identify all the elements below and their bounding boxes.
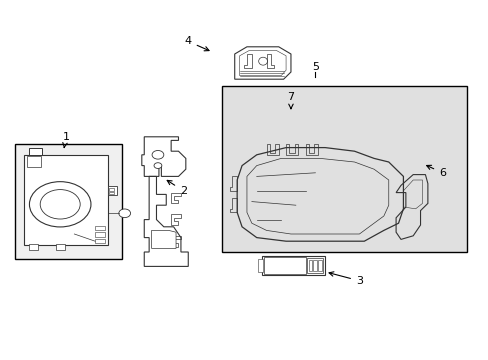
Bar <box>15 144 122 259</box>
Bar <box>108 189 114 191</box>
Circle shape <box>152 150 163 159</box>
Circle shape <box>40 190 80 219</box>
Text: 7: 7 <box>287 92 294 109</box>
Circle shape <box>154 163 162 168</box>
Bar <box>29 244 38 250</box>
Bar <box>313 260 316 271</box>
Bar <box>95 226 105 230</box>
Bar <box>306 258 322 273</box>
Bar <box>27 156 41 167</box>
Text: 6: 6 <box>426 165 445 178</box>
Bar <box>308 260 311 271</box>
Text: 1: 1 <box>62 132 69 148</box>
Bar <box>318 260 321 271</box>
Polygon shape <box>151 230 176 248</box>
Text: 4: 4 <box>184 36 208 51</box>
Bar <box>261 256 325 275</box>
Bar <box>95 232 105 237</box>
Circle shape <box>119 209 130 217</box>
Bar <box>56 244 65 250</box>
Circle shape <box>29 182 91 227</box>
Bar <box>107 186 117 195</box>
Bar <box>95 239 105 243</box>
Text: 5: 5 <box>311 62 318 72</box>
Text: 3: 3 <box>328 272 362 286</box>
Bar <box>257 259 262 272</box>
Bar <box>24 155 107 245</box>
Bar <box>108 192 114 194</box>
Bar <box>222 86 466 252</box>
Text: 2: 2 <box>167 180 186 196</box>
Bar <box>264 257 305 274</box>
Bar <box>29 148 41 155</box>
